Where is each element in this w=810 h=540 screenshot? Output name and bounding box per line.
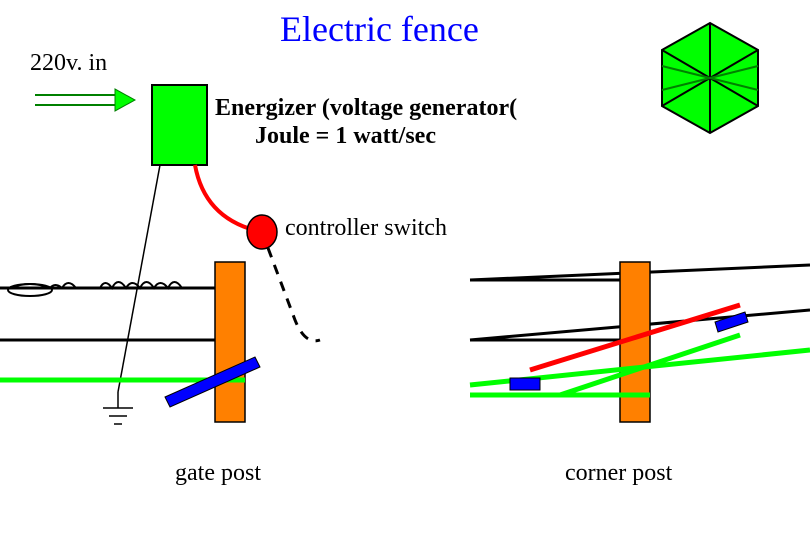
- energizer-label-line1: Energizer (voltage generator(: [215, 95, 517, 122]
- ground-wire-icon: [103, 165, 160, 424]
- controller-switch-icon: [247, 215, 277, 249]
- corner-post-label: corner post: [565, 460, 672, 487]
- energizer-box-icon: [152, 85, 207, 165]
- gate-post-icon: [215, 262, 245, 422]
- jumper-dashed-icon: [268, 248, 320, 341]
- title-label: Electric fence: [280, 8, 479, 50]
- energizer-label-line2: Joule = 1 watt/sec: [255, 123, 436, 150]
- voltage-in-label: 220v. in: [30, 50, 107, 77]
- corner-cube-icon: [662, 23, 758, 133]
- voltage-arrow-icon: [35, 89, 135, 111]
- gate-post-label: gate post: [175, 460, 261, 487]
- controller-label: controller switch: [285, 215, 447, 242]
